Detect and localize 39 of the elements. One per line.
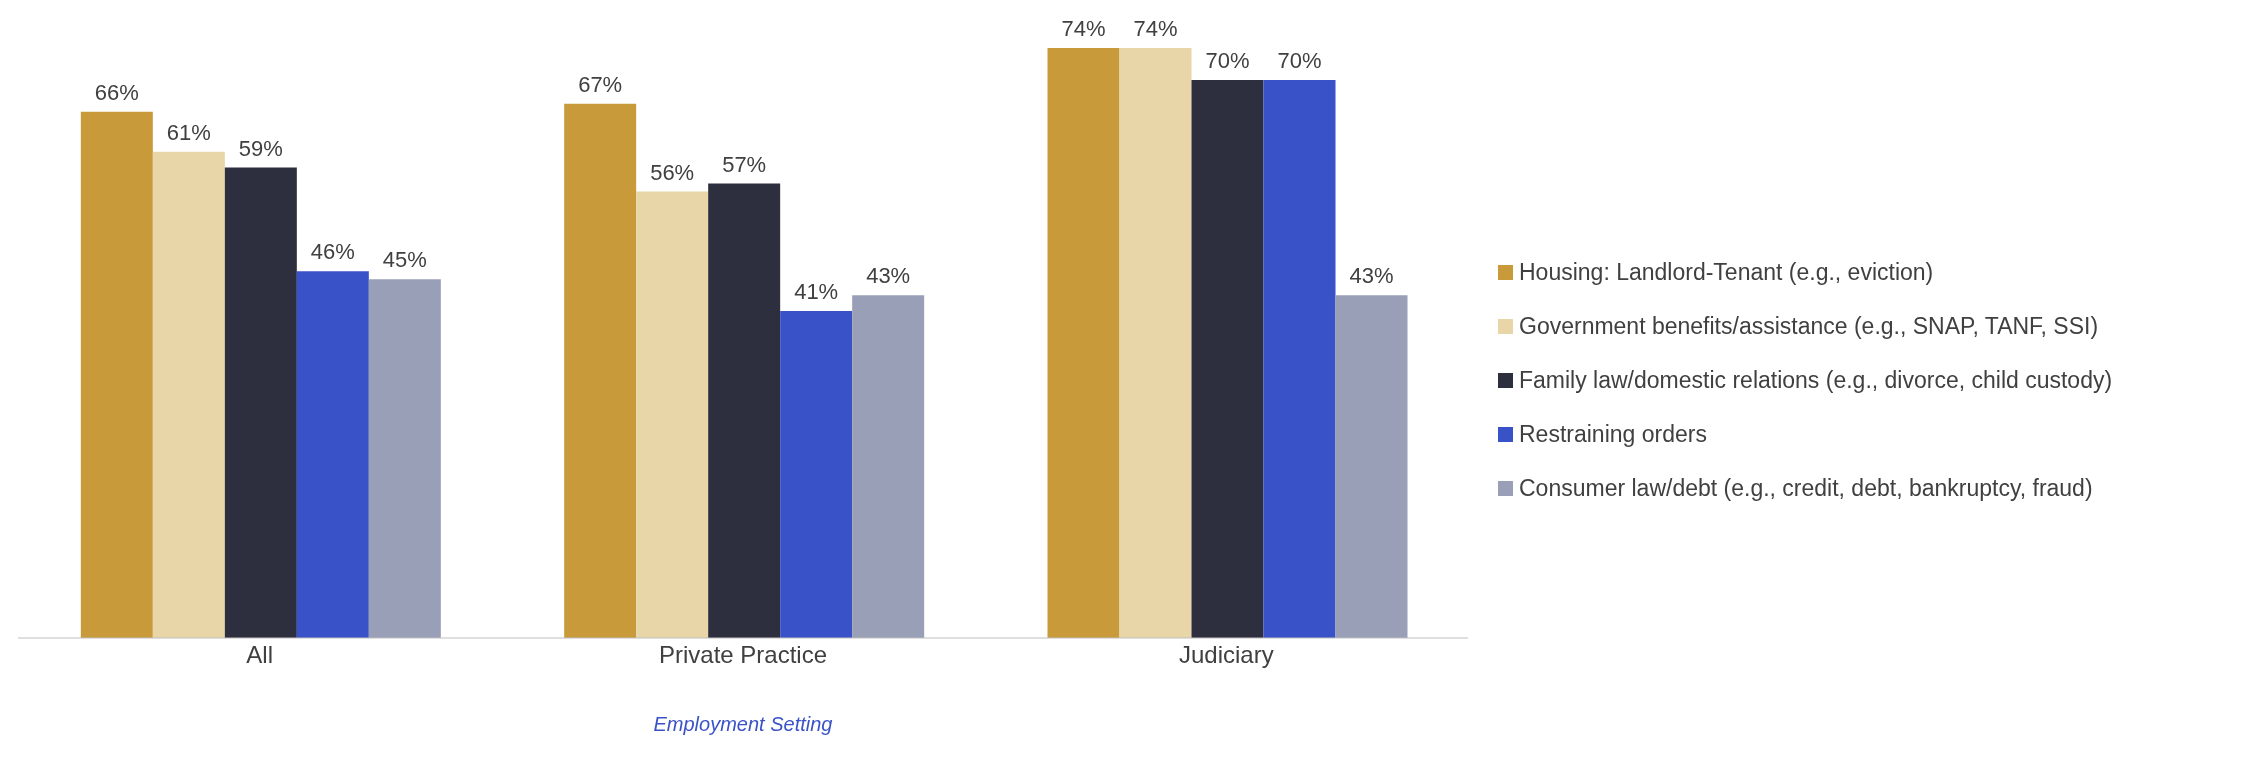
- data-label: 67%: [578, 71, 623, 97]
- data-label: 41%: [794, 279, 839, 305]
- data-label: 43%: [1349, 263, 1394, 289]
- bar: [152, 151, 225, 638]
- bar: [636, 191, 709, 638]
- bar: [368, 279, 441, 638]
- legend-label: Housing: Landlord-Tenant (e.g., eviction): [1519, 258, 1934, 287]
- bar: [1119, 48, 1192, 638]
- bar: [224, 167, 297, 638]
- data-label: 70%: [1205, 47, 1250, 73]
- bar: [1263, 79, 1336, 638]
- x-tick-label: All: [246, 641, 273, 669]
- bar: [1047, 48, 1120, 638]
- data-label: 45%: [382, 247, 427, 273]
- legend-label: Restraining orders: [1519, 420, 1707, 449]
- data-label: 46%: [310, 239, 355, 265]
- legend-label: Government benefits/assistance (e.g., SNAP, TANF, SSI): [1519, 312, 2099, 341]
- bar: [708, 183, 781, 638]
- legend-label: Family law/domestic relations (e.g., divorce, child custody): [1519, 366, 2113, 395]
- data-label: 61%: [166, 119, 211, 145]
- data-label: 74%: [1061, 16, 1106, 41]
- data-label: 43%: [866, 263, 911, 289]
- bar: [1191, 79, 1264, 638]
- legend-label: Consumer law/debt (e.g., credit, debt, bankruptcy, fraud): [1519, 474, 2093, 503]
- bar: [780, 311, 853, 638]
- bar: [1335, 295, 1408, 638]
- bar: [852, 295, 925, 638]
- bar: [296, 271, 369, 638]
- data-label: 66%: [94, 79, 139, 105]
- x-tick-label: Private Practice: [658, 641, 828, 669]
- x-tick-label: Judiciary: [1178, 641, 1274, 669]
- data-label: 70%: [1277, 47, 1322, 73]
- bar: [80, 111, 153, 638]
- data-label: 57%: [722, 151, 767, 177]
- data-label: 74%: [1133, 16, 1178, 41]
- data-label: 56%: [650, 159, 695, 185]
- data-label: 59%: [238, 135, 283, 161]
- bar: [564, 103, 637, 638]
- x-axis-title: Employment Setting: [652, 713, 834, 736]
